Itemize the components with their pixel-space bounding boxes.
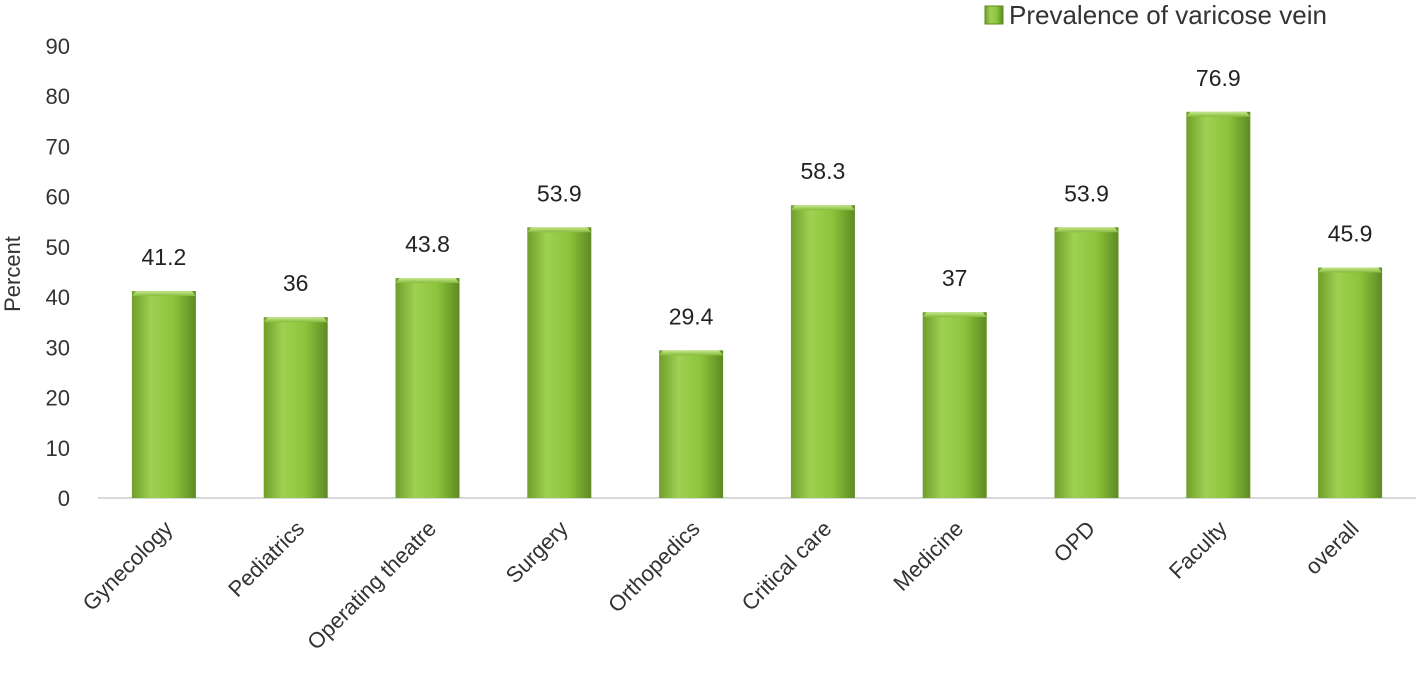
y-axis-label: Percent [0,236,25,312]
bar-7 [1054,227,1119,498]
y-tick-label: 10 [46,436,70,461]
y-tick-label: 80 [46,84,70,109]
data-label: 53.9 [537,180,582,206]
bar-body [1186,111,1251,499]
data-label: 76.9 [1196,65,1241,91]
x-tick-label: Faculty [1164,516,1232,584]
x-tick-label: Pediatrics [223,516,309,602]
bar-body [395,278,460,498]
y-tick-label: 60 [46,185,70,210]
data-label: 29.4 [669,303,714,329]
data-label: 36 [283,270,309,296]
y-tick-label: 20 [46,386,70,411]
data-label: 45.9 [1328,220,1373,246]
x-tick-label: Gynecology [78,516,178,616]
bar-6 [922,312,987,498]
bar-3 [527,227,592,498]
legend-swatch [984,5,1004,25]
bar-4 [659,350,724,498]
bar-5 [790,205,855,498]
x-tick-label: Orthopedics [603,516,705,618]
bar-body [659,350,724,498]
y-tick-label: 40 [46,285,70,310]
data-label: 37 [942,265,968,291]
bar-top-bevel [790,205,855,211]
data-label: 43.8 [405,231,450,257]
bar-top-bevel [1318,267,1383,273]
bar-top-bevel [527,227,592,233]
y-tick-label: 70 [46,134,70,159]
bar-top-bevel [263,317,328,323]
bar-9 [1318,267,1383,498]
bar-1 [263,317,328,498]
y-tick-label: 50 [46,235,70,260]
data-label: 53.9 [1064,180,1109,206]
x-tick-label: Medicine [888,516,968,596]
data-label: 41.2 [142,244,187,270]
bar-body [1054,227,1119,498]
bar-8 [1186,111,1251,499]
x-tick-label: overall [1300,516,1364,580]
bar-0 [131,291,196,498]
bar-body [263,317,328,498]
y-tick-label: 0 [58,486,70,511]
x-tick-label: Critical care [737,516,837,616]
data-label: 58.3 [801,158,846,184]
x-tick-label: OPD [1049,516,1100,567]
bar-top-bevel [1186,111,1251,117]
x-tick-label: Surgery [501,516,573,588]
bar-body [131,291,196,498]
legend: Prevalence of varicose vein [984,0,1327,30]
bar-body [1318,267,1383,498]
bar-top-bevel [395,278,460,284]
bar-2 [395,278,460,498]
y-axis: 0 10 20 30 40 50 60 70 80 90 [46,34,70,511]
bar-top-bevel [659,350,724,356]
bar-body [922,312,987,498]
bars [131,111,1383,499]
bar-body [527,227,592,498]
legend-label: Prevalence of varicose vein [1009,0,1327,30]
x-tick-label: Operating theatre [302,516,441,655]
bar-top-bevel [1054,227,1119,233]
bar-body [790,205,855,498]
bar-top-bevel [922,312,987,318]
data-labels: 41.2 36 43.8 53.9 29.4 58.3 37 53.9 76.9 45.9 [142,65,1373,330]
bar-top-bevel [131,291,196,297]
y-tick-label: 90 [46,34,70,59]
y-tick-label: 30 [46,335,70,360]
